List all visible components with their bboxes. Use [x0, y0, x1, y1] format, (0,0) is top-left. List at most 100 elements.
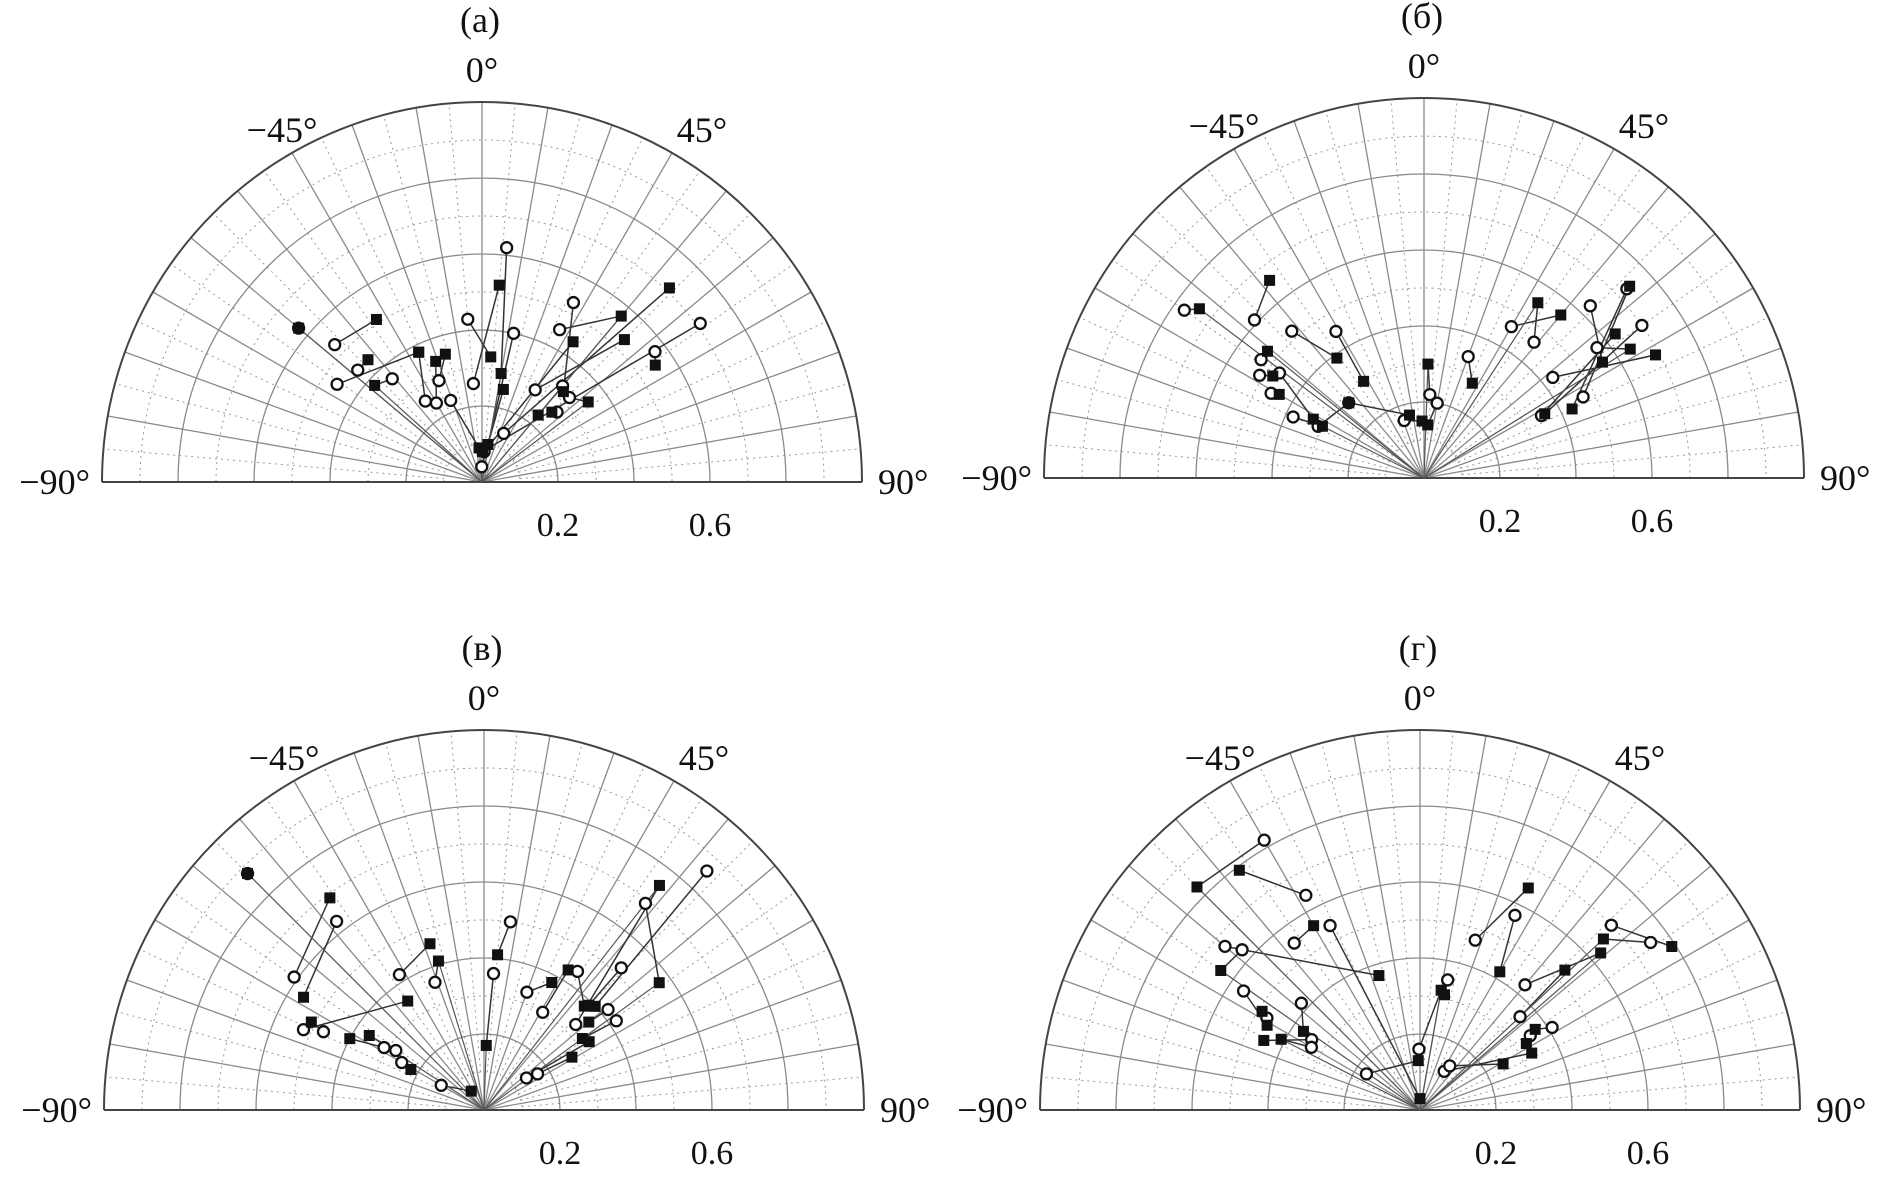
circle-marker: [428, 975, 442, 989]
marker-links: [1184, 280, 1656, 479]
radial-label-0-2: 0.2: [537, 507, 580, 544]
square-marker: [424, 938, 436, 950]
grid-spoke-minor: [170, 263, 452, 461]
square-marker: [583, 999, 595, 1011]
marker-links: [298, 247, 701, 483]
grid-spoke: [1419, 979, 1778, 1111]
square-marker: [482, 438, 494, 450]
outer-arc: [1043, 97, 1805, 479]
circle-marker: [1604, 918, 1618, 932]
circle-marker: [1643, 935, 1658, 950]
grid-spoke-minor: [1056, 379, 1388, 469]
origin-link: [483, 1045, 487, 1111]
circle-marker: [609, 1014, 623, 1028]
polar-grid: [103, 729, 865, 1111]
grid-spoke: [239, 818, 485, 1111]
circle-marker: [1286, 410, 1300, 424]
square-marker: [1555, 309, 1567, 321]
square-marker: [663, 282, 675, 294]
grid-spoke-minor: [263, 170, 461, 452]
grid-spoke: [124, 351, 483, 483]
grid-spoke-minor: [1205, 166, 1403, 448]
origin-link: [1419, 952, 1602, 1111]
square-marker: [1520, 1038, 1532, 1050]
square-marker: [1414, 1093, 1426, 1105]
square-marker: [1261, 345, 1273, 357]
grid-spoke-minor: [448, 103, 480, 445]
circle-marker: [1287, 936, 1301, 950]
panel-label: (г): [1399, 628, 1438, 668]
marker-links: [1196, 839, 1673, 1111]
grid-spoke-minor: [503, 170, 701, 452]
marker-link: [303, 1000, 408, 1031]
square-marker: [1343, 397, 1355, 409]
circle-marker: [536, 1005, 550, 1019]
square-marker: [344, 1033, 356, 1045]
angle-label-0: 0°: [1408, 46, 1440, 86]
square-marker: [1267, 370, 1279, 382]
grid-spoke: [483, 752, 615, 1111]
polar-panel-g: (г) −90° −45° 0° 45° 90° 0.2 0.6: [957, 628, 1866, 1172]
marker-link: [1611, 924, 1673, 948]
circle-marker: [1518, 978, 1532, 992]
square-marker: [1422, 358, 1434, 370]
square-marker: [477, 446, 489, 458]
origin-link: [1196, 886, 1421, 1111]
grid-spoke: [107, 415, 483, 483]
grid-spoke: [1062, 979, 1421, 1111]
square-marker: [1308, 920, 1320, 932]
square-marker: [493, 279, 505, 291]
marker-link: [1544, 324, 1643, 415]
square-marker: [497, 383, 509, 395]
circle-marker: [1359, 1067, 1374, 1081]
circle-marker: [1508, 908, 1522, 922]
square-marker: [1497, 1058, 1509, 1070]
square-marker: [653, 977, 665, 989]
square-marker: [1297, 1025, 1309, 1037]
grid-spoke-minor: [1325, 110, 1415, 442]
polar-grid: [1039, 729, 1801, 1111]
square-marker: [1273, 388, 1285, 400]
square-marker: [557, 386, 569, 398]
grid-spoke: [483, 865, 776, 1111]
circle-marker: [566, 295, 581, 310]
origin-link: [1419, 938, 1604, 1111]
grid-arc-minor: [445, 1071, 523, 1111]
square-marker: [1559, 964, 1571, 976]
grid-arc-minor: [443, 443, 521, 483]
origin-link: [437, 960, 485, 1111]
angle-label-0: 0°: [466, 50, 498, 90]
circle-marker: [499, 241, 514, 255]
data-markers: [240, 864, 714, 1097]
grid-spoke: [1233, 148, 1425, 479]
square-marker: [618, 334, 630, 346]
grid-spoke-minor: [1321, 742, 1411, 1074]
grid-spoke: [481, 152, 673, 483]
circle-marker: [1236, 984, 1251, 998]
grid-spoke: [481, 291, 812, 483]
grid-spoke: [1049, 411, 1425, 479]
grid-spoke: [291, 152, 483, 483]
circle-marker: [638, 896, 653, 911]
origin-link: [1199, 308, 1425, 479]
circle-marker: [1299, 888, 1313, 902]
square-marker: [1307, 413, 1319, 425]
circle-marker: [385, 372, 399, 386]
angle-label-90: 90°: [880, 1090, 930, 1130]
marker-link: [1239, 869, 1307, 896]
square-marker: [305, 1016, 317, 1028]
square-marker: [1403, 409, 1415, 421]
grid-spoke-minor: [514, 891, 796, 1089]
grid-spoke: [1423, 233, 1716, 479]
grid-spoke: [351, 124, 483, 483]
square-marker: [1566, 403, 1578, 415]
circle-marker: [1329, 324, 1343, 339]
circle-marker: [351, 363, 365, 377]
marker-link: [450, 400, 480, 449]
marker-link: [1499, 915, 1516, 972]
square-marker: [480, 1039, 492, 1051]
grid-arc-minor: [1081, 135, 1767, 479]
grid-arc-minor: [139, 139, 825, 483]
square-marker: [363, 1029, 375, 1041]
square-marker: [1624, 343, 1636, 355]
